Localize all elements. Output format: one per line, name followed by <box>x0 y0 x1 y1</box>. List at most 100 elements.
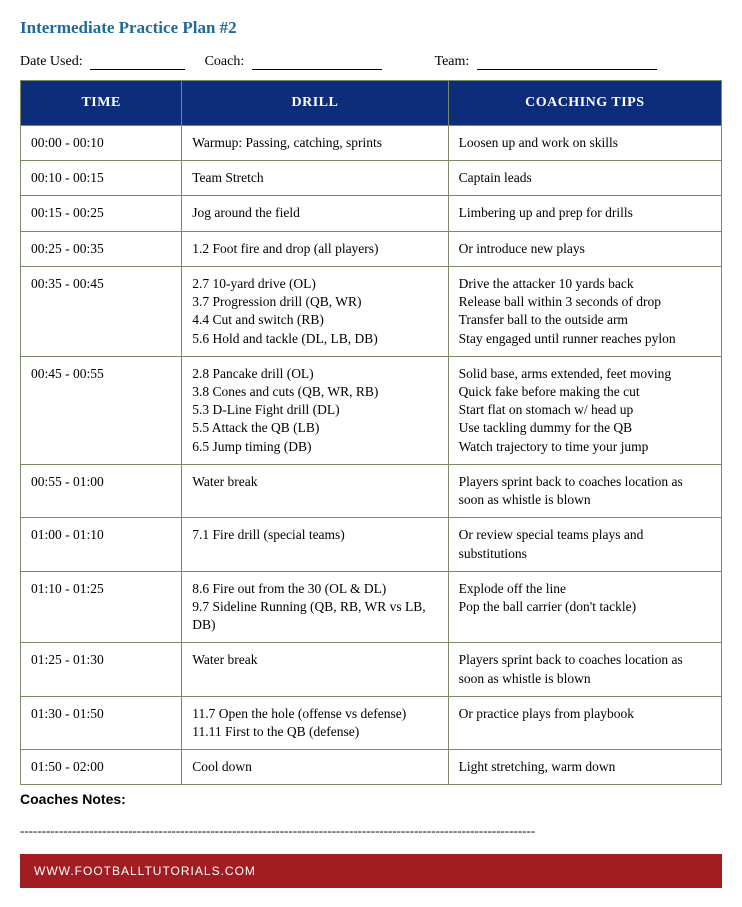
cell-tips: Drive the attacker 10 yards backRelease … <box>448 266 721 356</box>
drill-line: 11.11 First to the QB (defense) <box>192 723 437 741</box>
notes-line[interactable]: ----------------------------------------… <box>20 823 722 839</box>
tip-line: Light stretching, warm down <box>459 758 711 776</box>
tip-line: Limbering up and prep for drills <box>459 204 711 222</box>
tip-line: Quick fake before making the cut <box>459 383 711 401</box>
date-used-blank[interactable] <box>90 56 185 70</box>
cell-tips: Players sprint back to coaches location … <box>448 643 721 696</box>
cell-drill: 1.2 Foot fire and drop (all players) <box>182 231 448 266</box>
drill-line: 8.6 Fire out from the 30 (OL & DL) <box>192 580 437 598</box>
tip-line: Drive the attacker 10 yards back <box>459 275 711 293</box>
cell-time: 00:00 - 00:10 <box>21 126 182 161</box>
coach-label: Coach: <box>205 54 245 69</box>
page-title: Intermediate Practice Plan #2 <box>20 18 722 38</box>
drill-line: 5.5 Attack the QB (LB) <box>192 419 437 437</box>
table-row: 00:00 - 00:10 Warmup: Passing, catching, … <box>21 126 722 161</box>
tip-line: Or review special teams plays and substi… <box>459 526 711 562</box>
drill-line: 5.3 D-Line Fight drill (DL) <box>192 401 437 419</box>
table-row: 01:30 - 01:5011.7 Open the hole (offense… <box>21 696 722 749</box>
date-used-label: Date Used: <box>20 54 83 69</box>
tip-line: Release ball within 3 seconds of drop <box>459 293 711 311</box>
table-row: 00:25 - 00:35 1.2 Foot fire and drop (all… <box>21 231 722 266</box>
tip-line: Stay engaged until runner reaches pylon <box>459 330 711 348</box>
team-blank[interactable] <box>477 56 657 70</box>
drill-line: 9.7 Sideline Running (QB, RB, WR vs LB, … <box>192 598 437 634</box>
tip-line: Pop the ball carrier (don't tackle) <box>459 598 711 616</box>
cell-drill: Water break <box>182 464 448 517</box>
cell-tips: Loosen up and work on skills <box>448 126 721 161</box>
cell-time: 00:10 - 00:15 <box>21 161 182 196</box>
cell-time: 01:30 - 01:50 <box>21 696 182 749</box>
drill-line: 3.8 Cones and cuts (QB, WR, RB) <box>192 383 437 401</box>
tip-line: Or practice plays from playbook <box>459 705 711 723</box>
cell-time: 00:25 - 00:35 <box>21 231 182 266</box>
cell-time: 01:10 - 01:25 <box>21 571 182 643</box>
tip-line: Explode off the line <box>459 580 711 598</box>
col-header-time: TIME <box>21 81 182 126</box>
col-header-tips: COACHING TIPS <box>448 81 721 126</box>
cell-drill: Warmup: Passing, catching, sprints <box>182 126 448 161</box>
form-row: Date Used: Coach: Team: <box>20 54 722 70</box>
cell-drill: 2.8 Pancake drill (OL)3.8 Cones and cuts… <box>182 356 448 464</box>
drill-line: Warmup: Passing, catching, sprints <box>192 134 437 152</box>
tip-line: Watch trajectory to time your jump <box>459 438 711 456</box>
tip-line: Transfer ball to the outside arm <box>459 311 711 329</box>
tip-line: Loosen up and work on skills <box>459 134 711 152</box>
table-row: 00:35 - 00:452.7 10-yard drive (OL)3.7 P… <box>21 266 722 356</box>
tip-line: Start flat on stomach w/ head up <box>459 401 711 419</box>
cell-tips: Or practice plays from playbook <box>448 696 721 749</box>
drill-line: 2.8 Pancake drill (OL) <box>192 365 437 383</box>
drill-line: 7.1 Fire drill (special teams) <box>192 526 437 544</box>
drill-line: 3.7 Progression drill (QB, WR) <box>192 293 437 311</box>
cell-tips: Explode off the linePop the ball carrier… <box>448 571 721 643</box>
cell-drill: Jog around the field <box>182 196 448 231</box>
cell-drill: Cool down <box>182 750 448 785</box>
col-header-drill: DRILL <box>182 81 448 126</box>
table-row: 01:10 - 01:258.6 Fire out from the 30 (O… <box>21 571 722 643</box>
cell-drill: 7.1 Fire drill (special teams) <box>182 518 448 571</box>
cell-tips: Solid base, arms extended, feet movingQu… <box>448 356 721 464</box>
footer-banner: WWW.FOOTBALLTUTORIALS.COM <box>20 853 722 888</box>
cell-drill: 8.6 Fire out from the 30 (OL & DL)9.7 Si… <box>182 571 448 643</box>
cell-drill: 11.7 Open the hole (offense vs defense)1… <box>182 696 448 749</box>
cell-tips: Limbering up and prep for drills <box>448 196 721 231</box>
table-row: 01:00 - 01:10 7.1 Fire drill (special tea… <box>21 518 722 571</box>
coaches-notes-label: Coaches Notes: <box>20 791 722 807</box>
tip-line: Players sprint back to coaches location … <box>459 473 711 509</box>
cell-time: 00:15 - 00:25 <box>21 196 182 231</box>
cell-time: 01:50 - 02:00 <box>21 750 182 785</box>
tip-line: Players sprint back to coaches location … <box>459 651 711 687</box>
cell-tips: Or introduce new plays <box>448 231 721 266</box>
drill-line: 11.7 Open the hole (offense vs defense) <box>192 705 437 723</box>
table-row: 01:25 - 01:30Water breakPlayers sprint b… <box>21 643 722 696</box>
cell-drill: 2.7 10-yard drive (OL)3.7 Progression dr… <box>182 266 448 356</box>
drill-line: Water break <box>192 651 437 669</box>
table-row: 00:15 - 00:25 Jog around the field Limberi… <box>21 196 722 231</box>
drill-line: 6.5 Jump timing (DB) <box>192 438 437 456</box>
drill-line: Cool down <box>192 758 437 776</box>
drill-line: 2.7 10-yard drive (OL) <box>192 275 437 293</box>
table-header-row: TIME DRILL COACHING TIPS <box>21 81 722 126</box>
drill-line: 1.2 Foot fire and drop (all players) <box>192 240 437 258</box>
tip-line: Captain leads <box>459 169 711 187</box>
cell-tips: Or review special teams plays and substi… <box>448 518 721 571</box>
cell-time: 01:00 - 01:10 <box>21 518 182 571</box>
cell-tips: Light stretching, warm down <box>448 750 721 785</box>
cell-drill: Water break <box>182 643 448 696</box>
tip-line: Or introduce new plays <box>459 240 711 258</box>
cell-time: 00:55 - 01:00 <box>21 464 182 517</box>
cell-time: 00:35 - 00:45 <box>21 266 182 356</box>
drill-line: 4.4 Cut and switch (RB) <box>192 311 437 329</box>
drill-line: Water break <box>192 473 437 491</box>
team-label: Team: <box>435 54 470 69</box>
cell-drill: Team Stretch <box>182 161 448 196</box>
table-row: 01:50 - 02:00 Cool down Light stretching, … <box>21 750 722 785</box>
table-row: 00:45 - 00:552.8 Pancake drill (OL)3.8 C… <box>21 356 722 464</box>
coach-blank[interactable] <box>252 56 382 70</box>
drill-line: Jog around the field <box>192 204 437 222</box>
drill-line: 5.6 Hold and tackle (DL, LB, DB) <box>192 330 437 348</box>
cell-time: 00:45 - 00:55 <box>21 356 182 464</box>
drill-line: Team Stretch <box>192 169 437 187</box>
cell-tips: Players sprint back to coaches location … <box>448 464 721 517</box>
tip-line: Use tackling dummy for the QB <box>459 419 711 437</box>
table-row: 00:10 - 00:15 Team Stretch Captain leads <box>21 161 722 196</box>
